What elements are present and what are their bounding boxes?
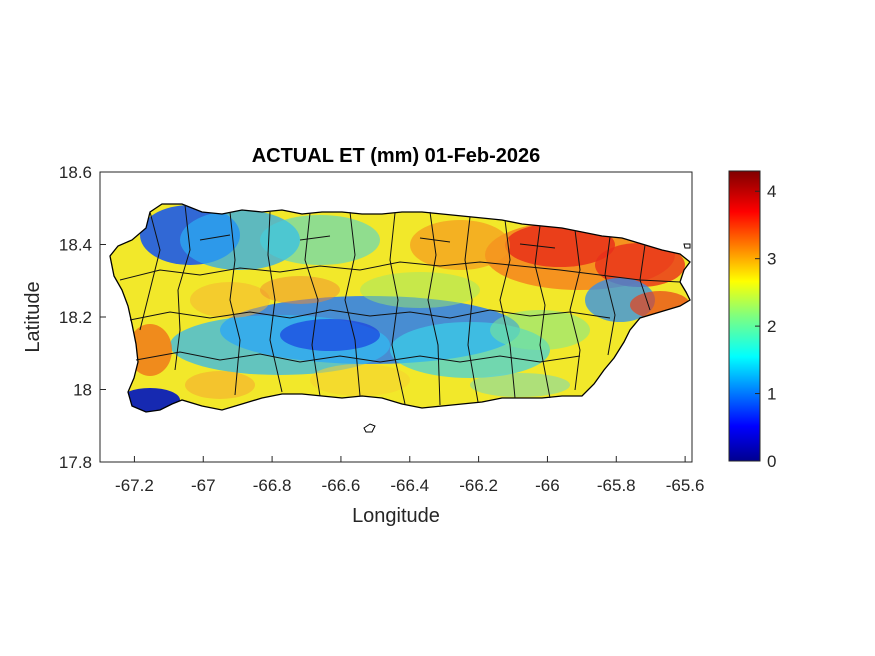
municipal-boundaries — [119, 204, 681, 406]
island-outline — [109, 203, 691, 413]
chart-title: ACTUAL ET (mm) 01-Feb-2026 — [252, 145, 541, 167]
y-tick-label: 18.6 — [59, 163, 92, 182]
x-tick-label: -65.6 — [666, 476, 705, 495]
y-axis-label: Latitude — [22, 281, 44, 352]
x-tick-label: -66.2 — [459, 476, 498, 495]
y-tick-label: 18.4 — [59, 236, 92, 255]
colorbar-tick-label: 4 — [767, 182, 776, 201]
islet — [363, 423, 376, 433]
colorbar-tick-label: 2 — [767, 317, 776, 336]
colorbar-tick-label: 3 — [767, 250, 776, 269]
x-axis-label: Longitude — [352, 505, 440, 527]
x-tick-label: -66.4 — [390, 476, 429, 495]
x-tick-label: -65.8 — [597, 476, 636, 495]
x-tick-label: -67 — [191, 476, 216, 495]
colorbar-tick-label: 1 — [767, 385, 776, 404]
x-axis: -67.2 -67 -66.8 -66.6 -66.4 -66.2 -66 -65.8 -65.… — [115, 456, 704, 495]
y-axis: 18.6 18.4 18.2 18 17.8 — [59, 163, 106, 472]
x-tick-label: -66.6 — [322, 476, 361, 495]
colorbar-tick-label: 0 — [767, 452, 776, 471]
y-tick-label: 18.2 — [59, 308, 92, 327]
x-tick-label: -66 — [535, 476, 560, 495]
y-tick-label: 18 — [73, 381, 92, 400]
x-tick-label: -67.2 — [115, 476, 154, 495]
x-tick-label: -66.8 — [253, 476, 292, 495]
islet — [683, 243, 691, 249]
colorbar — [728, 170, 761, 462]
colorbar-ticks: 4 3 2 1 0 — [755, 182, 776, 471]
y-tick-label: 17.8 — [59, 453, 92, 472]
